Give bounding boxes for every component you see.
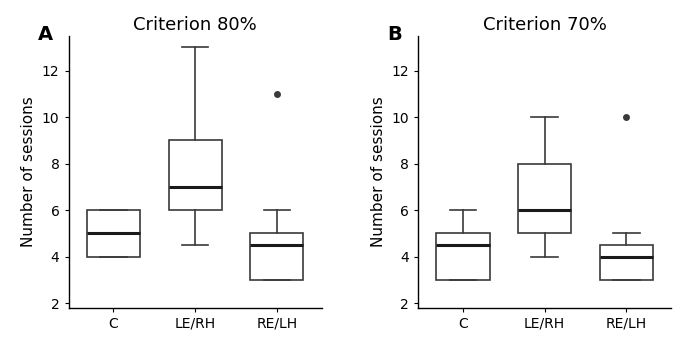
Title: Criterion 80%: Criterion 80% bbox=[134, 16, 257, 34]
Text: B: B bbox=[388, 25, 402, 44]
PathPatch shape bbox=[518, 164, 571, 233]
Y-axis label: Number of sessions: Number of sessions bbox=[371, 96, 386, 247]
Y-axis label: Number of sessions: Number of sessions bbox=[21, 96, 36, 247]
Text: A: A bbox=[38, 25, 53, 44]
PathPatch shape bbox=[250, 233, 303, 280]
PathPatch shape bbox=[87, 210, 140, 257]
PathPatch shape bbox=[600, 245, 653, 280]
PathPatch shape bbox=[436, 233, 490, 280]
PathPatch shape bbox=[169, 140, 222, 210]
Title: Criterion 70%: Criterion 70% bbox=[483, 16, 607, 34]
